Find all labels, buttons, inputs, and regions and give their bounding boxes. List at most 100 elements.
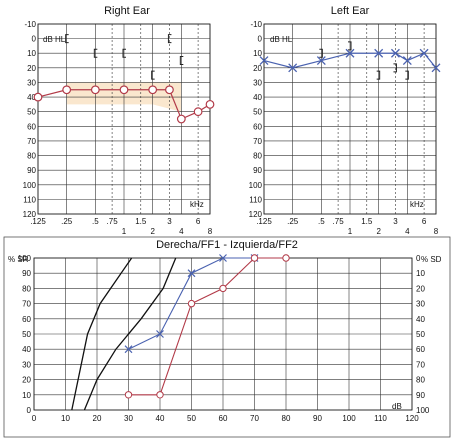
speech-series-line	[83, 257, 177, 411]
speech-audiogram: Derecha/FF1 - Izquierda/FF2 % SR % SD dB…	[3, 236, 451, 438]
le-bone-point	[405, 70, 409, 80]
speech-right-unit: % SD	[421, 255, 442, 264]
left-ear-x-unit: kHz	[410, 200, 424, 209]
speech-x-unit: dB	[392, 402, 402, 411]
le-x-tick: .25	[287, 217, 299, 226]
speech-right-tick: 40	[416, 315, 425, 324]
re-y-tick: 40	[27, 93, 36, 102]
le-x-tick: 1	[348, 227, 353, 236]
le-air-point	[419, 48, 429, 58]
re-y-tick: 20	[27, 64, 36, 73]
speech-x-tick: 10	[61, 414, 70, 423]
speech-left-tick: 30	[22, 360, 31, 369]
le-y-tick: 120	[249, 210, 263, 219]
re-x-tick: .75	[107, 217, 119, 226]
speech-x-tick: 80	[282, 414, 291, 423]
le-air-point	[288, 63, 298, 73]
speech-left-tick: 0	[27, 406, 32, 415]
speech-x-tick: 0	[32, 414, 37, 423]
re-y-tick: 100	[23, 181, 37, 190]
speech-left-tick: 70	[22, 300, 31, 309]
re-air-point	[165, 85, 174, 95]
speech-series-line	[128, 257, 286, 396]
le-x-tick: .125	[256, 217, 272, 226]
speech-left-tick: 100	[18, 254, 32, 263]
le-x-tick: .5	[318, 217, 325, 226]
le-y-tick: 20	[253, 64, 262, 73]
le-y-tick: 70	[253, 137, 262, 146]
re-y-tick: -10	[24, 20, 36, 29]
le-x-tick: 6	[422, 217, 427, 226]
re-air-point	[148, 85, 158, 95]
re-bone-point	[179, 56, 184, 66]
speech-right-tick: 90	[416, 391, 425, 400]
speech-outer-frame	[3, 236, 451, 438]
re-x-tick: 1.5	[135, 217, 147, 226]
speech-x-tick: 110	[374, 414, 387, 423]
speech-point	[156, 330, 164, 338]
le-x-tick: 1.5	[361, 217, 373, 226]
re-x-tick: 8	[208, 227, 213, 236]
speech-point	[219, 254, 227, 262]
speech-x-tick: 90	[313, 414, 322, 423]
re-x-tick: .25	[61, 217, 73, 226]
right-ear-x-unit: kHz	[190, 200, 204, 209]
re-y-tick: 110	[23, 195, 36, 204]
re-x-tick: 4	[179, 227, 184, 236]
le-bone-point	[376, 70, 381, 80]
le-x-tick: 4	[405, 227, 410, 236]
le-y-tick: -10	[250, 20, 262, 29]
speech-right-tick: 10	[416, 269, 425, 278]
speech-right-tick: 20	[416, 284, 425, 293]
le-air-point	[431, 63, 441, 73]
speech-right-tick: 30	[416, 300, 425, 309]
speech-right-tick: 100	[416, 406, 430, 415]
le-y-tick: 0	[258, 35, 263, 44]
re-y-tick: 0	[32, 35, 37, 44]
speech-x-tick: 70	[250, 414, 259, 423]
re-y-tick: 80	[27, 152, 36, 161]
le-x-tick: .75	[333, 217, 345, 226]
re-x-tick: .125	[30, 217, 46, 226]
right-ear-frame	[37, 23, 211, 215]
speech-left-tick: 80	[22, 284, 31, 293]
speech-title: Derecha/FF1 - Izquierda/FF2	[156, 239, 298, 251]
speech-x-tick: 20	[93, 414, 102, 423]
re-y-tick: 70	[27, 137, 36, 146]
speech-right-tick: 60	[416, 345, 425, 354]
le-y-tick: 90	[253, 166, 262, 175]
re-x-tick: 2	[150, 227, 155, 236]
re-y-tick: 120	[23, 210, 37, 219]
re-x-tick: .5	[92, 217, 99, 226]
le-bone-point	[319, 48, 323, 58]
speech-point	[219, 284, 227, 293]
left-ear-frame	[263, 23, 437, 215]
speech-left-tick: 90	[22, 269, 31, 278]
speech-x-tick: 120	[405, 414, 419, 423]
right-ear-title: Right Ear	[104, 5, 150, 17]
speech-x-tick: 30	[124, 414, 133, 423]
re-x-tick: 3	[167, 217, 172, 226]
le-x-tick: 2	[376, 227, 381, 236]
speech-right-tick: 50	[416, 330, 425, 339]
speech-x-tick: 100	[342, 414, 356, 423]
re-x-tick: 1	[122, 227, 127, 236]
le-bone-point	[348, 41, 352, 51]
re-bone-point	[151, 70, 155, 80]
re-x-tick: 6	[196, 217, 201, 226]
speech-x-tick: 60	[219, 414, 228, 423]
le-bone-point	[393, 63, 397, 73]
speech-right-tick: 0	[416, 254, 421, 263]
left-ear-title: Left Ear	[331, 5, 370, 17]
re-y-tick: 50	[27, 108, 36, 117]
le-air-point	[259, 56, 269, 65]
speech-x-tick: 50	[187, 414, 196, 423]
le-x-tick: 3	[393, 217, 398, 226]
re-air-point	[205, 99, 215, 109]
re-bone-point	[93, 48, 98, 58]
le-y-tick: 60	[253, 122, 262, 131]
le-y-tick: 50	[253, 108, 262, 117]
le-y-tick: 30	[253, 78, 262, 87]
le-air-point	[402, 56, 412, 65]
re-bone-point	[65, 34, 69, 44]
